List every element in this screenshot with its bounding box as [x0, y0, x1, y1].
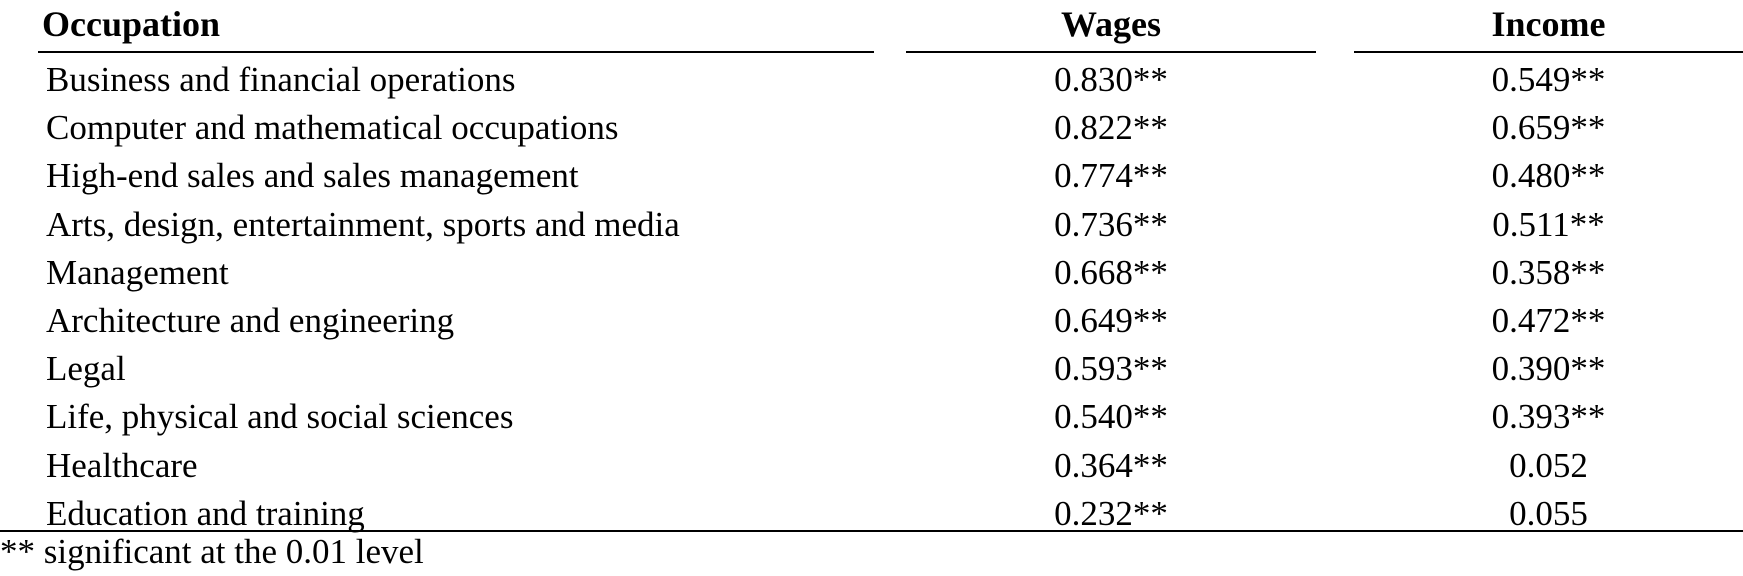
occupation-cell: Business and financial operations	[46, 60, 516, 99]
table-row: Healthcare 0.364** 0.052	[0, 442, 1743, 490]
occupation-cell: Healthcare	[46, 445, 198, 485]
wages-cell: 0.668**	[1054, 252, 1168, 292]
income-cell: 0.480**	[1491, 156, 1606, 196]
table-row: Computer and mathematical occupations 0.…	[0, 104, 1743, 152]
occupation-cell: Education and training	[46, 493, 365, 533]
table-row: Education and training 0.232** 0.055	[0, 490, 1743, 538]
income-cell: 0.358**	[1491, 252, 1606, 292]
occupation-cell: Life, physical and social sciences	[46, 397, 514, 437]
header-rule-occupation	[38, 51, 874, 53]
table-row: Management 0.668** 0.358**	[0, 249, 1743, 297]
table-bottom-rule	[0, 530, 1743, 532]
occupation-cell: High-end sales and sales management	[46, 156, 579, 196]
column-header-wages: Wages	[1060, 4, 1161, 44]
income-cell: 0.052	[1509, 445, 1588, 485]
occupation-cell: Legal	[46, 349, 126, 389]
occupation-cell: Arts, design, entertainment, sports and …	[46, 204, 680, 244]
table-row: High-end sales and sales management 0.77…	[0, 152, 1743, 200]
occupation-cell: Computer and mathematical occupations	[46, 108, 619, 148]
wages-cell: 0.774**	[1054, 156, 1168, 196]
wages-cell: 0.830**	[1054, 60, 1168, 99]
income-cell: 0.549**	[1491, 60, 1606, 99]
header-rule-wages	[906, 51, 1316, 53]
table-row: Legal 0.593** 0.390**	[0, 345, 1743, 393]
income-cell: 0.472**	[1491, 300, 1606, 340]
wages-cell: 0.540**	[1054, 397, 1168, 437]
income-cell: 0.659**	[1491, 108, 1606, 148]
income-cell: 0.055	[1509, 493, 1588, 533]
income-cell: 0.390**	[1491, 349, 1606, 389]
income-cell: 0.393**	[1491, 397, 1606, 437]
significance-footnote: ** significant at the 0.01 level	[0, 532, 424, 571]
table-row: Business and financial operations 0.830*…	[0, 56, 1743, 104]
table-row: Arts, design, entertainment, sports and …	[0, 201, 1743, 249]
column-header-income: Income	[1491, 4, 1606, 44]
wages-cell: 0.649**	[1054, 300, 1168, 340]
table-row: Life, physical and social sciences 0.540…	[0, 393, 1743, 441]
header-rule-income	[1354, 51, 1743, 53]
occupation-cell: Architecture and engineering	[46, 300, 455, 340]
table-row: Architecture and engineering 0.649** 0.4…	[0, 297, 1743, 345]
wages-cell: 0.593**	[1054, 349, 1168, 389]
wages-cell: 0.364**	[1054, 445, 1168, 485]
column-header-occupation: Occupation	[42, 4, 221, 44]
occupation-cell: Management	[46, 252, 229, 292]
table-body: Business and financial operations 0.830*…	[0, 56, 1743, 538]
wages-cell: 0.736**	[1054, 204, 1168, 244]
wages-cell: 0.822**	[1054, 108, 1168, 148]
wages-cell: 0.232**	[1054, 493, 1168, 533]
income-cell: 0.511**	[1492, 204, 1605, 244]
